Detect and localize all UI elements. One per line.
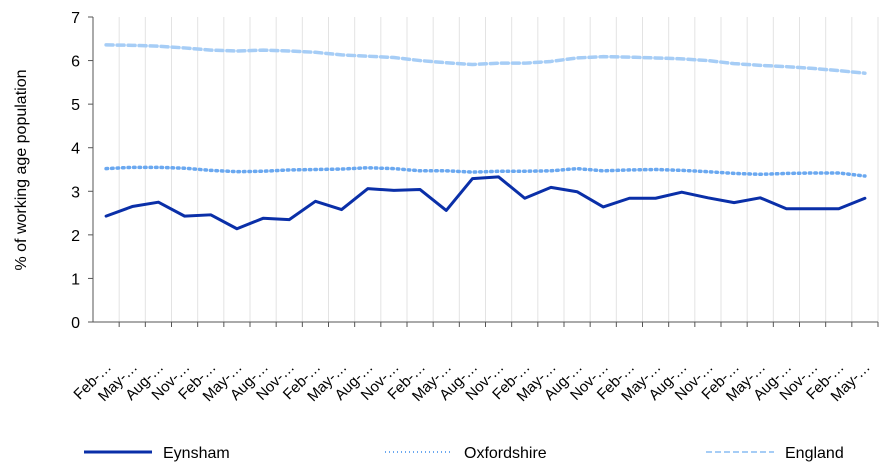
y-tick-label: 7: [71, 10, 80, 27]
legend-label-eynsham: Eynsham: [163, 445, 230, 462]
series-line-oxfordshire: [104, 165, 867, 178]
series-line-england: [104, 43, 867, 75]
y-tick-label: 4: [71, 141, 80, 158]
y-tick-label: 1: [71, 271, 80, 288]
y-axis-label: % of working age population: [13, 69, 30, 270]
legend-label-england: England: [785, 445, 844, 462]
y-tick-label: 6: [71, 54, 80, 71]
y-tick-label: 3: [71, 184, 80, 201]
x-tick-labels: Feb-…May-…Aug-…Nov-…Feb-…May-…Aug-…Nov-……: [70, 359, 873, 405]
y-tick-label: 0: [71, 315, 80, 332]
axes: [88, 16, 879, 327]
y-tick-label: 2: [71, 228, 80, 245]
y-tick-label: 5: [71, 97, 80, 114]
series-lines: [104, 43, 867, 231]
y-tick-labels: 0 1 2 3 4 5 6 7: [71, 10, 80, 332]
legend: Eynsham Oxfordshire England: [84, 445, 844, 462]
legend-label-oxfordshire: Oxfordshire: [464, 445, 547, 462]
series-line-eynsham: [104, 175, 867, 231]
